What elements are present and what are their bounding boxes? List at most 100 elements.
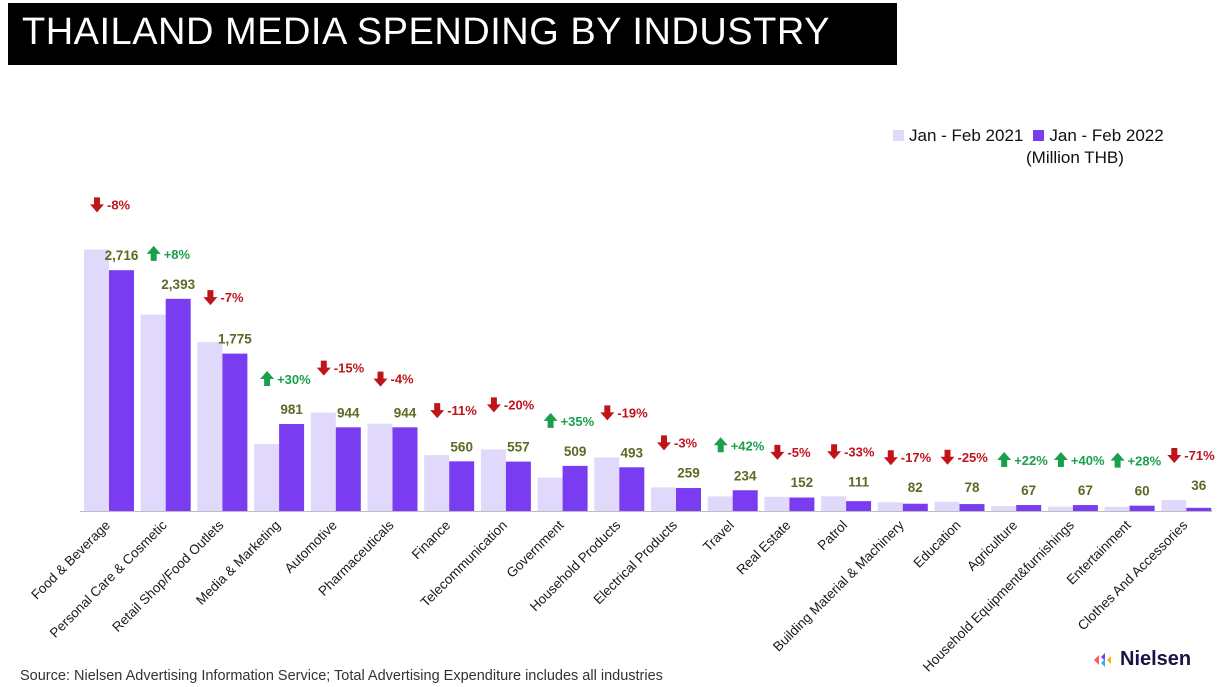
data-label: 82 <box>908 480 923 495</box>
bar-2022 <box>335 427 361 511</box>
up-arrow-icon <box>1053 452 1068 468</box>
data-label: 152 <box>791 475 814 490</box>
bar-2022 <box>279 424 305 511</box>
nielsen-mark-icon <box>1094 652 1111 667</box>
data-label: 560 <box>450 439 473 454</box>
data-label: 111 <box>848 474 870 489</box>
data-label: 67 <box>1021 483 1036 498</box>
change-label: -19% <box>617 405 648 420</box>
down-arrow-icon <box>940 449 955 465</box>
title-banner: THAILAND MEDIA SPENDING BY INDUSTRY <box>8 3 897 65</box>
x-tick-label: Patrol <box>815 518 851 554</box>
change-label: -11% <box>447 403 477 418</box>
legend-label-2021: Jan - Feb 2021 <box>909 126 1024 145</box>
down-arrow-icon <box>770 444 785 460</box>
bar-2021 <box>84 249 109 511</box>
bar-2022 <box>222 353 248 511</box>
data-label: 1,775 <box>218 332 252 347</box>
bar-2021 <box>651 487 676 511</box>
x-tick-label: Retail Shop/Food Outlets <box>109 517 226 634</box>
data-label: 944 <box>337 405 360 420</box>
bar-2022 <box>165 298 191 511</box>
up-arrow-icon <box>543 412 558 428</box>
data-label: 557 <box>507 440 530 455</box>
bar-2021 <box>934 501 960 511</box>
x-tick-label: Government <box>504 517 567 580</box>
change-label: -25% <box>958 450 989 465</box>
bar-2022 <box>1186 507 1212 511</box>
down-arrow-icon <box>827 444 842 460</box>
x-tick-label: Agriculture <box>964 518 1020 574</box>
change-label: +40% <box>1071 453 1105 468</box>
logo-text: Nielsen <box>1120 648 1192 670</box>
legend-swatch-2021 <box>893 130 904 141</box>
bar-2021 <box>424 455 450 511</box>
x-tick-label: Travel <box>700 518 737 555</box>
down-arrow-icon <box>316 360 331 376</box>
change-label: -20% <box>504 397 535 412</box>
down-arrow-icon <box>373 371 388 387</box>
bar-2022 <box>789 497 815 511</box>
up-arrow-icon <box>260 371 275 387</box>
data-label: 36 <box>1191 478 1207 493</box>
change-label: -33% <box>844 444 875 459</box>
bar-2021 <box>991 506 1017 511</box>
up-arrow-icon <box>1110 452 1125 468</box>
change-label: -4% <box>391 372 415 387</box>
nielsen-logo: Nielsen <box>1094 648 1191 672</box>
data-label: 2,393 <box>161 277 195 292</box>
unit-note: (Million THB) <box>1026 148 1124 167</box>
x-tick-label: Education <box>911 518 964 571</box>
down-arrow-icon <box>657 435 671 451</box>
down-arrow-icon <box>430 403 445 419</box>
change-label: -17% <box>901 450 932 465</box>
x-tick-label: Clothes And Accessories <box>1075 517 1191 633</box>
change-label: +30% <box>277 372 311 387</box>
x-tick-label: Real Estate <box>734 518 794 578</box>
bar-2021 <box>367 423 393 511</box>
down-arrow-icon <box>486 397 501 413</box>
bar-2022 <box>1016 505 1042 511</box>
down-arrow-icon <box>1167 448 1182 464</box>
data-label: 509 <box>564 444 587 459</box>
bar-2022 <box>732 490 758 511</box>
bar-2021 <box>197 342 223 511</box>
change-label: +8% <box>164 247 191 262</box>
bar-2021 <box>594 457 620 511</box>
legend-item-2021: Jan - Feb 2021 <box>893 126 1023 145</box>
bar-2021 <box>254 444 280 511</box>
bar-2021 <box>707 496 733 511</box>
down-arrow-icon <box>883 450 898 466</box>
change-label: -15% <box>334 361 365 376</box>
data-label: 60 <box>1135 484 1150 499</box>
down-arrow-icon <box>90 197 104 213</box>
x-tick-label: Automotive <box>282 518 340 576</box>
data-label: 67 <box>1078 483 1093 498</box>
up-arrow-icon <box>997 452 1012 468</box>
bar-2021 <box>1104 506 1130 511</box>
bar-2022 <box>619 467 645 511</box>
down-arrow-icon <box>203 290 218 306</box>
bar-2021 <box>1047 506 1073 511</box>
bar-2022 <box>1072 505 1098 511</box>
change-label: -5% <box>787 445 811 460</box>
data-label: 78 <box>964 480 980 495</box>
bar-2021 <box>1161 500 1187 511</box>
change-label: +35% <box>561 414 595 429</box>
data-label: 493 <box>621 445 644 460</box>
change-label: +28% <box>1128 454 1162 469</box>
change-label: +22% <box>1014 453 1048 468</box>
change-label: -71% <box>1184 448 1215 463</box>
change-label: -3% <box>674 435 698 450</box>
bar-2022 <box>562 465 588 511</box>
up-arrow-icon <box>146 245 161 261</box>
change-label: -8% <box>107 197 131 212</box>
bar-2021 <box>877 502 903 511</box>
bar-2022 <box>505 461 531 511</box>
x-tick-label: Personal Care & Cosmetic <box>47 517 170 640</box>
bar-2022 <box>1129 505 1155 511</box>
bar-2021 <box>764 496 790 511</box>
bar-2022 <box>902 503 928 511</box>
bar-2022 <box>449 461 475 511</box>
bar-2021 <box>140 314 166 511</box>
